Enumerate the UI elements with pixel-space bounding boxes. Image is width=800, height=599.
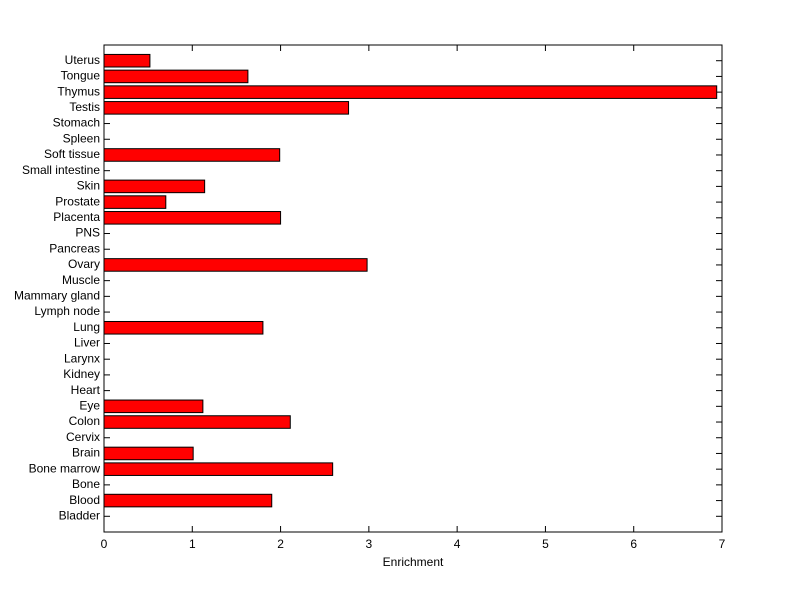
bar — [103, 148, 281, 162]
y-tick-label: Bone marrow — [29, 461, 101, 475]
y-tick-label: Colon — [69, 414, 100, 428]
y-tick-label: Lung — [73, 320, 100, 334]
x-tick-label: 1 — [189, 537, 196, 551]
bar — [103, 258, 368, 272]
y-tick-label: Prostate — [55, 194, 100, 208]
y-tick-label: Bladder — [59, 508, 100, 522]
y-tick-label: Testis — [69, 100, 100, 114]
y-tick-label: Eye — [79, 398, 100, 412]
x-tick-label: 5 — [542, 537, 549, 551]
y-tick-label: Cervix — [66, 430, 100, 444]
y-tick-label: Brain — [72, 446, 100, 460]
y-tick-label: Small intestine — [22, 163, 100, 177]
y-tick-label: Stomach — [53, 116, 100, 130]
x-tick-label: 4 — [454, 537, 461, 551]
y-tick-label: Kidney — [63, 367, 100, 381]
y-tick-label: Placenta — [53, 210, 100, 224]
bar — [103, 69, 249, 84]
y-tick-label: Bone — [72, 477, 100, 491]
plot-frame — [103, 44, 723, 533]
y-tick-label: PNS — [75, 226, 100, 240]
bar — [103, 415, 291, 429]
y-tick-label: Spleen — [63, 131, 100, 145]
y-tick-label: Muscle — [62, 273, 100, 287]
y-tick-label: Uterus — [65, 53, 100, 67]
bar — [103, 101, 350, 115]
x-tick-label: 0 — [101, 537, 108, 551]
x-tick-label: 7 — [719, 537, 726, 551]
y-tick-label: Liver — [74, 336, 100, 350]
y-tick-label: Heart — [71, 383, 101, 397]
bar — [103, 320, 264, 335]
y-tick-label: Mammary gland — [14, 289, 100, 303]
bar — [103, 462, 334, 476]
bar — [103, 179, 206, 194]
bar — [103, 446, 194, 461]
bar — [103, 53, 151, 68]
y-tick-label: Ovary — [68, 257, 100, 271]
x-tick-label: 2 — [277, 537, 284, 551]
y-tick-label: Soft tissue — [44, 147, 100, 161]
y-tick-label: Larynx — [64, 351, 100, 365]
bar — [103, 211, 282, 225]
bar — [103, 195, 167, 209]
y-tick-label: Pancreas — [49, 241, 100, 255]
y-tick-label: Tongue — [61, 69, 101, 83]
y-tick-label: Blood — [69, 493, 100, 507]
x-tick-label: 6 — [630, 537, 637, 551]
x-axis-label: Enrichment — [383, 555, 444, 569]
y-tick-label: Thymus — [57, 84, 100, 98]
bar — [103, 493, 273, 508]
bar — [103, 399, 204, 414]
y-tick-label: Lymph node — [34, 304, 100, 318]
x-tick-label: 3 — [366, 537, 373, 551]
y-tick-label: Skin — [77, 179, 100, 193]
bar — [103, 85, 718, 99]
